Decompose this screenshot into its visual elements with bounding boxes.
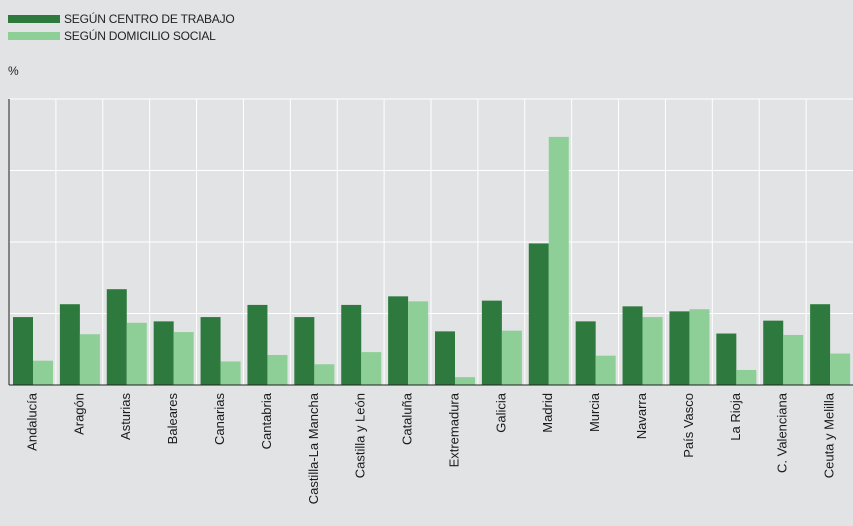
bar-centro-trabajo-1 (59, 304, 80, 385)
bar-domicilio-social-4 (220, 361, 241, 385)
x-tick-label: Ceuta y Melilla (822, 392, 837, 478)
bar-centro-trabajo-3 (153, 321, 174, 385)
bar-domicilio-social-12 (595, 355, 616, 385)
x-tick-label: Madrid (540, 393, 555, 433)
x-tick-label: Cantabria (259, 392, 274, 449)
bar-domicilio-social-7 (361, 352, 382, 385)
x-tick-label: Extremadura (446, 392, 461, 467)
bar-centro-trabajo-12 (575, 321, 596, 385)
bar-domicilio-social-1 (79, 334, 100, 385)
bar-centro-trabajo-0 (13, 317, 33, 385)
x-tick-label: Cataluña (400, 392, 415, 445)
x-tick-label: Andalucía (24, 392, 39, 451)
bar-centro-trabajo-11 (528, 243, 549, 385)
x-tick-label: Aragón (71, 393, 86, 435)
bar-centro-trabajo-16 (763, 320, 784, 385)
y-axis-unit: % (8, 64, 19, 78)
bar-domicilio-social-17 (830, 353, 851, 385)
bar-centro-trabajo-10 (481, 300, 502, 385)
bar-domicilio-social-16 (783, 334, 804, 385)
x-tick-label: Navarra (634, 392, 649, 439)
bar-domicilio-social-0 (33, 360, 53, 385)
x-tick-label: C. Valenciana (775, 392, 790, 473)
bar-domicilio-social-10 (501, 330, 522, 385)
bar-centro-trabajo-6 (294, 317, 315, 385)
bar-domicilio-social-8 (408, 301, 429, 385)
x-tick-label: Murcia (587, 392, 602, 432)
x-tick-label: Baleares (165, 393, 180, 445)
bar-domicilio-social-5 (267, 354, 288, 385)
legend-label-centro-trabajo: SEGÚN CENTRO DE TRABAJO (64, 11, 235, 26)
bar-domicilio-social-2 (126, 322, 147, 385)
bar-domicilio-social-13 (642, 317, 663, 385)
bar-centro-trabajo-4 (200, 317, 221, 385)
bar-centro-trabajo-17 (810, 304, 831, 385)
bar-centro-trabajo-2 (106, 289, 127, 385)
bar-domicilio-social-11 (548, 136, 569, 385)
x-tick-label: La Rioja (728, 392, 743, 440)
x-tick-label: Asturias (118, 393, 133, 440)
bar-centro-trabajo-7 (341, 304, 362, 385)
bar-centro-trabajo-14 (669, 311, 690, 385)
legend-item-centro-trabajo: SEGÚN CENTRO DE TRABAJO (8, 10, 235, 27)
legend-swatch-centro-trabajo (8, 14, 60, 23)
legend-item-domicilio-social: SEGÚN DOMICILIO SOCIAL (8, 27, 235, 44)
bar-centro-trabajo-15 (716, 333, 737, 385)
bar-domicilio-social-6 (314, 364, 335, 385)
x-tick-label: Galicia (493, 392, 508, 433)
legend: SEGÚN CENTRO DE TRABAJO SEGÚN DOMICILIO … (8, 10, 235, 44)
legend-label-domicilio-social: SEGÚN DOMICILIO SOCIAL (64, 28, 216, 43)
bar-domicilio-social-3 (173, 332, 194, 385)
x-tick-label: Castilla y León (353, 393, 368, 478)
bar-centro-trabajo-9 (435, 331, 455, 385)
x-tick-label: País Vasco (681, 393, 696, 458)
x-tick-label: Canarias (212, 393, 227, 446)
bar-centro-trabajo-8 (388, 296, 409, 385)
bar-domicilio-social-9 (455, 377, 475, 385)
bar-centro-trabajo-13 (622, 306, 643, 385)
bar-domicilio-social-15 (736, 369, 757, 385)
x-tick-label: Castilla-La Mancha (306, 392, 321, 504)
legend-swatch-domicilio-social (8, 31, 60, 40)
bar-domicilio-social-14 (689, 309, 710, 385)
bar-centro-trabajo-5 (247, 304, 268, 385)
